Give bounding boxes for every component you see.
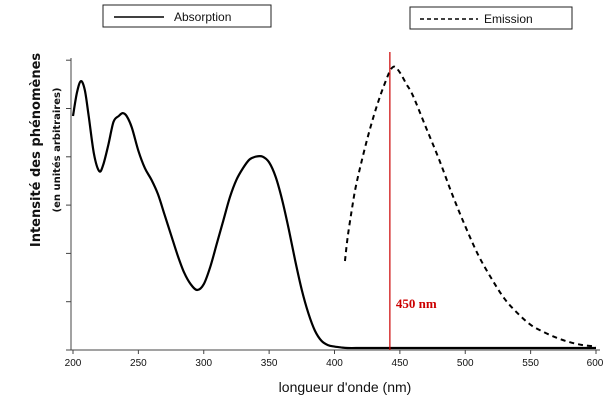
x-axis-title: longueur d'onde (nm) <box>279 379 412 395</box>
marker-label: 450 nm <box>396 296 437 311</box>
x-tick-label-300: 300 <box>195 358 212 369</box>
x-tick-label-450: 450 <box>392 358 409 369</box>
legend-box-emission <box>409 6 573 30</box>
legend-label-emission: Emission <box>484 12 533 26</box>
y-ticks <box>66 59 71 351</box>
x-tick-label-600: 600 <box>587 358 604 369</box>
legend-box-absorption <box>102 4 272 28</box>
axes: 200 250 300 350 400 450 500 550 600 <box>65 58 604 369</box>
x-tick-label-500: 500 <box>457 358 474 369</box>
legend-item-emission: Emission <box>409 6 573 30</box>
legend-label-absorption: Absorption <box>174 10 231 24</box>
x-tick-label-550: 550 <box>522 358 539 369</box>
series-line-absorption <box>71 80 596 350</box>
y-axis-subtitle: (en unités arbitraires) <box>51 87 63 212</box>
wavelength-marker: 450 nm <box>389 52 437 350</box>
series-line-emission <box>343 65 597 348</box>
legend-item-absorption: Absorption <box>102 4 272 28</box>
y-axis-title: Intensité des phénomènes <box>29 53 44 248</box>
legend: Absorption Emission <box>102 4 573 30</box>
x-ticks: 200 250 300 350 400 450 500 550 600 <box>65 350 604 369</box>
x-tick-label-250: 250 <box>130 358 147 369</box>
x-tick-label-400: 400 <box>326 358 343 369</box>
x-tick-label-350: 350 <box>261 358 278 369</box>
x-tick-label-200: 200 <box>65 358 82 369</box>
series-layer <box>71 65 597 350</box>
